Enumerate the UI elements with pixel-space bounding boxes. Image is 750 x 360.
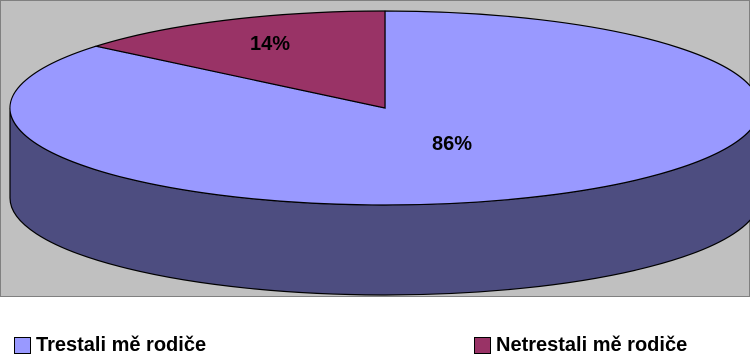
pie-slice-0 bbox=[9, 10, 750, 206]
legend-item-netrestali: Netrestali mě rodiče bbox=[474, 334, 687, 357]
pie-label-1: 14% bbox=[250, 33, 290, 55]
legend-swatch-netrestali bbox=[474, 337, 491, 354]
legend: Trestali mě rodiče Netrestali mě rodiče bbox=[0, 334, 750, 360]
legend-label-trestali: Trestali mě rodiče bbox=[36, 334, 207, 356]
legend-item-trestali: Trestali mě rodiče bbox=[14, 334, 206, 357]
legend-swatch-trestali bbox=[14, 337, 31, 354]
pie-top bbox=[9, 10, 750, 206]
legend-label-netrestali: Netrestali mě rodiče bbox=[496, 334, 688, 356]
pie-labels: 86% 14% bbox=[250, 33, 472, 155]
pie-slice-1 bbox=[93, 10, 386, 109]
pie-label-0: 86% bbox=[432, 133, 472, 155]
